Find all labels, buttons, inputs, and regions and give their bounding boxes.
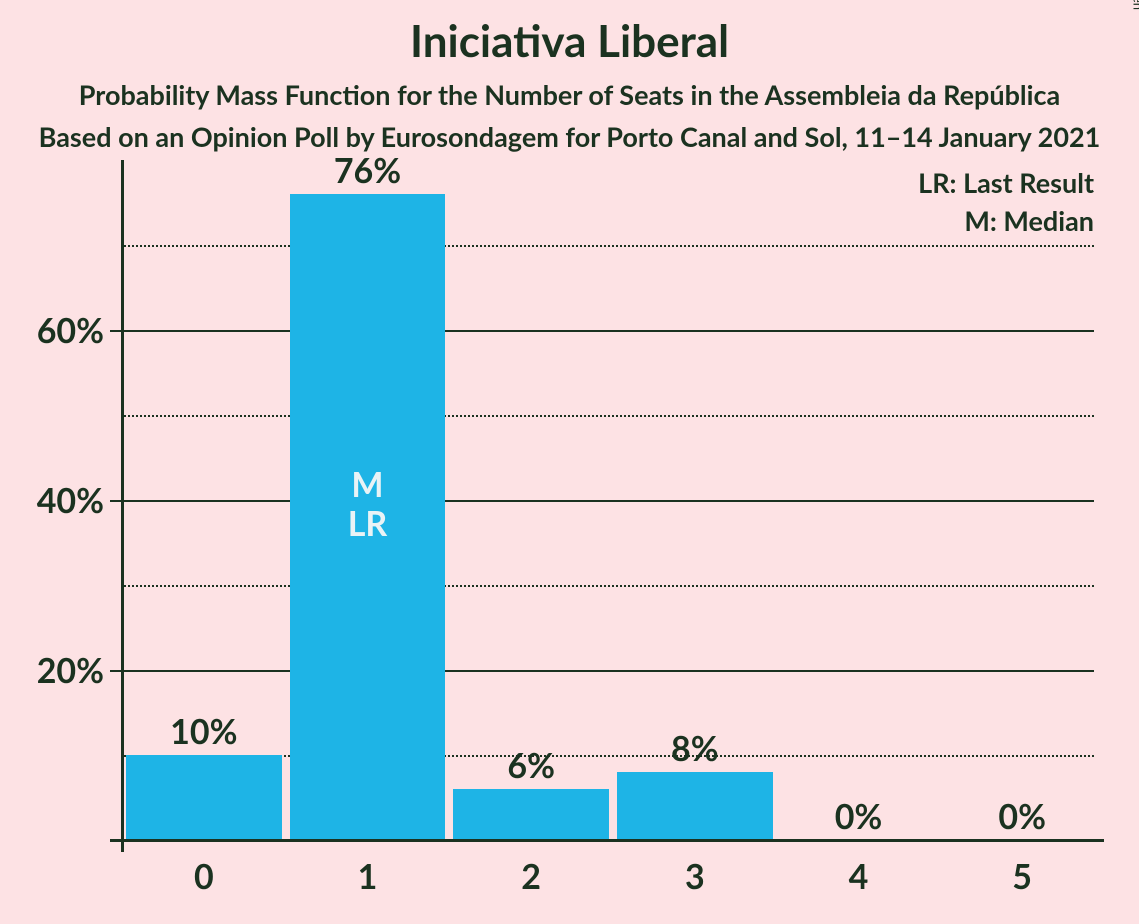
y-tick-label: 40% [4, 480, 104, 521]
bar [453, 789, 608, 840]
x-tick-label: 2 [449, 856, 613, 897]
x-tick-label: 0 [122, 856, 286, 897]
y-axis [121, 160, 124, 852]
bar-value-label: 76% [286, 150, 450, 191]
grid-minor [124, 585, 1094, 587]
x-axis [110, 839, 1104, 842]
x-tick-label: 5 [940, 856, 1104, 897]
x-tick-label: 1 [286, 856, 450, 897]
chart-subtitle-1: Probability Mass Function for the Number… [0, 78, 1139, 111]
x-tick-label: 3 [613, 856, 777, 897]
grid-major [124, 330, 1094, 332]
y-tick-label: 60% [4, 310, 104, 351]
plot-area: 20%40%60%10%076%MLR16%28%30%40%5LR: Last… [122, 160, 1104, 840]
grid-major [124, 670, 1094, 672]
chart-canvas: Iniciativa Liberal Probability Mass Func… [0, 0, 1139, 924]
x-tick-label: 4 [777, 856, 941, 897]
bar [126, 755, 281, 840]
bar-value-label: 0% [777, 796, 941, 837]
bar-value-label: 6% [449, 745, 613, 786]
chart-title: Iniciativa Liberal [0, 15, 1139, 67]
grid-minor [124, 245, 1094, 247]
grid-major [124, 500, 1094, 502]
bar-value-label: 8% [613, 728, 777, 769]
bar [617, 772, 772, 840]
y-tick-label: 20% [4, 650, 104, 691]
copyright-notice: © 2021 Filip van Laenen [1131, 0, 1139, 10]
bar-value-label: 0% [940, 796, 1104, 837]
chart-subtitle-2: Based on an Opinion Poll by Eurosondagem… [0, 120, 1139, 153]
bar-value-label: 10% [122, 711, 286, 752]
bar-inner-label: MLR [290, 465, 445, 543]
legend-last-result: LR: Last Result [918, 166, 1094, 199]
grid-minor [124, 415, 1094, 417]
legend-median: M: Median [964, 204, 1094, 237]
